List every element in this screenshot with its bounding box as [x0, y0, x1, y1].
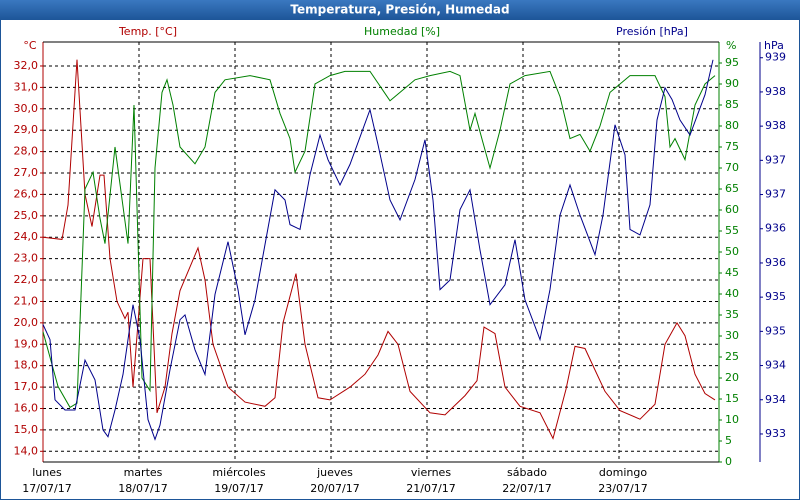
y-tick-label: 15,0	[14, 423, 39, 436]
y-tick-label: 30,0	[14, 102, 39, 115]
y2-tick-label: 60	[725, 203, 739, 216]
y3-tick-label: 938	[765, 119, 786, 132]
y2-tick-label: 65	[725, 182, 739, 195]
x-tick-date: 20/07/17	[310, 482, 359, 495]
y-tick-label: 23,0	[14, 252, 39, 265]
x-tick-label: viernes	[411, 466, 451, 479]
series-line	[42, 70, 716, 409]
y2-tick-label: 40	[725, 287, 739, 300]
y2-tick-label: 70	[725, 161, 739, 174]
y2-tick-label: 25	[725, 350, 739, 363]
y3-tick-label: 933	[765, 427, 786, 440]
x-tick-label: sábado	[507, 466, 547, 479]
y-tick-label: 32,0	[14, 59, 39, 72]
x-tick-date: 19/07/17	[214, 482, 263, 495]
y-tick-label: 28,0	[14, 145, 39, 158]
x-tick-label: martes	[124, 466, 163, 479]
x-tick-date: 17/07/17	[22, 482, 71, 495]
y-tick-label: 25,0	[14, 209, 39, 222]
x-tick-label: jueves	[316, 466, 353, 479]
y2-tick-label: 15	[725, 392, 739, 405]
x-tick-label: domingo	[599, 466, 647, 479]
title-bar	[0, 0, 800, 20]
y3-unit: hPa	[764, 39, 784, 52]
chart-title: Temperatura, Presión, Humedad	[290, 3, 509, 17]
y2-tick-label: 50	[725, 245, 739, 258]
y3-tick-label: 938	[765, 85, 786, 98]
y2-tick-label: 45	[725, 266, 739, 279]
y-tick-label: 19,0	[14, 337, 39, 350]
y2-tick-label: 30	[725, 329, 739, 342]
y2-tick-label: 75	[725, 140, 739, 153]
y-tick-label: 26,0	[14, 187, 39, 200]
y3-tick-label: 935	[765, 290, 786, 303]
y2-tick-label: 35	[725, 308, 739, 321]
y-tick-label: 22,0	[14, 273, 39, 286]
y-tick-label: 21,0	[14, 294, 39, 307]
x-tick-date: 21/07/17	[406, 482, 455, 495]
x-tick-label: miércoles	[212, 466, 265, 479]
x-tick-date: 18/07/17	[118, 482, 167, 495]
y2-tick-label: 80	[725, 119, 739, 132]
y-tick-label: 17,0	[14, 380, 39, 393]
y3-tick-label: 934	[765, 393, 786, 406]
y2-tick-label: 85	[725, 98, 739, 111]
y-tick-label: 31,0	[14, 80, 39, 93]
y2-tick-label: 10	[725, 413, 739, 426]
y-tick-label: 24,0	[14, 230, 39, 243]
series-name: Presión [hPa]	[616, 25, 688, 38]
y2-tick-label: 5	[725, 434, 732, 447]
y3-tick-label: 935	[765, 324, 786, 337]
y-tick-label: 27,0	[14, 166, 39, 179]
series-name: Humedad [%]	[364, 25, 440, 38]
y3-tick-label: 937	[765, 188, 786, 201]
x-tick-date: 22/07/17	[502, 482, 551, 495]
y3-tick-label: 937	[765, 153, 786, 166]
y3-tick-label: 939	[765, 51, 786, 64]
y-tick-label: 20,0	[14, 316, 39, 329]
y3-tick-label: 934	[765, 359, 786, 372]
y3-tick-label: 936	[765, 222, 786, 235]
y2-tick-label: 55	[725, 224, 739, 237]
y2-tick-label: 95	[725, 56, 739, 69]
y-unit: °C	[23, 39, 37, 52]
y2-tick-label: 0	[725, 455, 732, 468]
y3-tick-label: 936	[765, 256, 786, 269]
series-line	[42, 59, 716, 440]
x-tick-label: lunes	[32, 466, 62, 479]
series-name: Temp. [°C]	[118, 25, 177, 38]
y-tick-label: 18,0	[14, 359, 39, 372]
y-tick-label: 29,0	[14, 123, 39, 136]
y2-tick-label: 20	[725, 371, 739, 384]
y2-tick-label: 90	[725, 77, 739, 90]
series-line	[42, 59, 714, 441]
y-tick-label: 16,0	[14, 401, 39, 414]
y2-unit: %	[726, 39, 736, 52]
x-tick-date: 23/07/17	[598, 482, 647, 495]
y-tick-label: 14,0	[14, 444, 39, 457]
